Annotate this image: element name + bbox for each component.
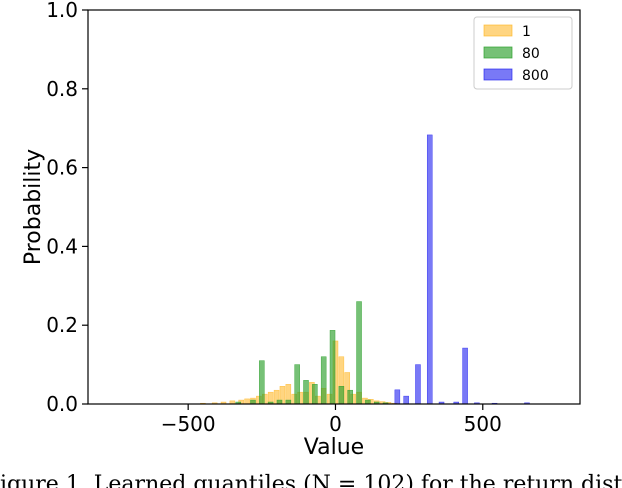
x-tick-label: 500 <box>464 412 502 436</box>
x-axis-label: Value <box>304 435 364 460</box>
bar-series-2-3 <box>426 134 433 405</box>
bar-series-1-2 <box>259 360 265 405</box>
plot-frame <box>87 9 581 405</box>
bar-series-1-9 <box>320 356 327 405</box>
y-tick-label: 0.2 <box>46 313 78 337</box>
bar-series-2-2 <box>415 364 421 405</box>
y-tick-label: 0.6 <box>46 156 78 180</box>
bar-series-1-13 <box>356 301 362 405</box>
bar-series-1-7 <box>303 380 309 405</box>
bar-series-2-0 <box>394 389 401 405</box>
legend-swatch-2 <box>483 68 513 81</box>
bar-series-1-6 <box>294 364 300 405</box>
x-tick-label: 0 <box>329 412 342 436</box>
y-ticks: 0.0 0.2 0.4 0.6 0.8 1.0 <box>46 0 88 416</box>
bar-series-1-8 <box>312 384 318 405</box>
bar-series-2-1 <box>403 395 409 405</box>
y-tick-label: 0.4 <box>46 234 78 258</box>
probability-histogram: −500 0 500 0.0 0.2 0.4 0.6 0.8 1.0 Value Probab… <box>21 0 581 460</box>
legend-label-1: 80 <box>522 46 540 62</box>
bar-series-1-12 <box>347 389 353 405</box>
x-ticks: −500 0 500 <box>161 404 502 436</box>
bar-series-1-10 <box>329 330 336 405</box>
bar-series-0-5 <box>244 398 250 405</box>
legend-swatch-1 <box>483 46 513 59</box>
x-tick-label: −500 <box>161 412 216 436</box>
y-tick-label: 0.8 <box>46 77 78 101</box>
legend-swatch-0 <box>483 24 513 37</box>
y-tick-label: 0.0 <box>46 392 78 416</box>
legend: 1 80 800 <box>473 16 573 90</box>
y-axis-label: Probability <box>21 149 46 265</box>
legend-label-0: 1 <box>522 24 531 40</box>
bar-series-1-11 <box>338 386 345 405</box>
figure-caption: igure 1. Learned quantiles (N = 102) for… <box>0 472 622 488</box>
bars-layer <box>200 134 530 405</box>
legend-label-2: 800 <box>522 68 549 84</box>
y-tick-label: 1.0 <box>46 0 78 22</box>
bar-series-2-6 <box>462 347 468 405</box>
